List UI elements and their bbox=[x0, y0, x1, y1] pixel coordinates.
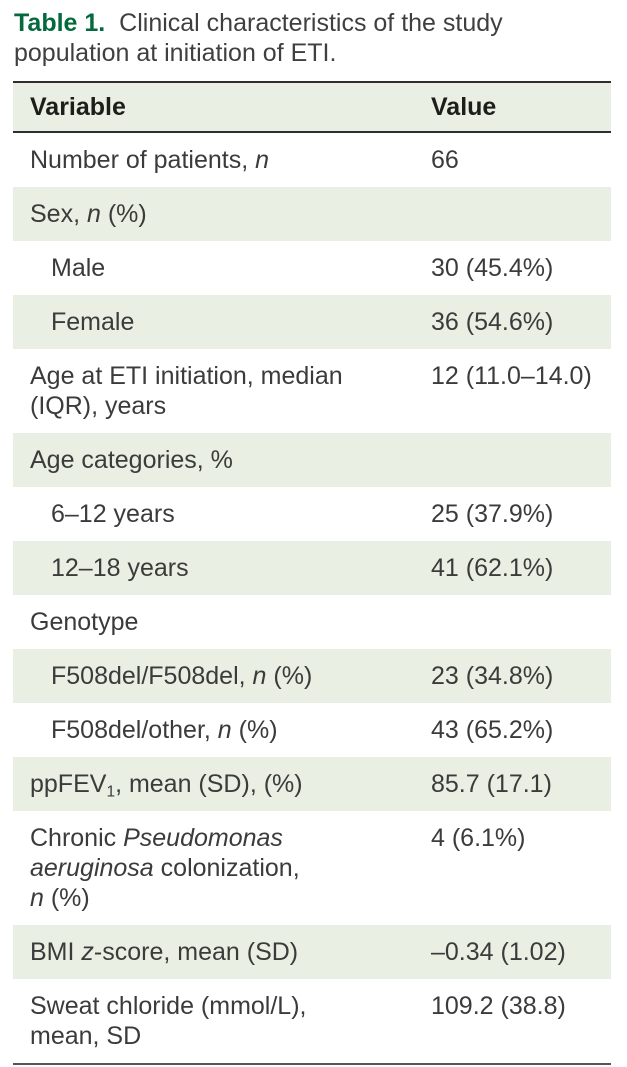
variable-cell: ppFEV1, mean (SD), (%) bbox=[13, 757, 414, 811]
table-row: Number of patients, n 66 bbox=[13, 132, 611, 187]
column-header-value: Value bbox=[414, 81, 611, 133]
variable-text: -score, mean (SD) bbox=[93, 938, 299, 966]
value-cell: 12 (11.0–14.0) bbox=[431, 362, 592, 390]
variable-text: n bbox=[252, 662, 267, 690]
variable-cell: Male bbox=[13, 241, 414, 295]
table-row: BMI z-score, mean (SD) –0.34 (1.02) bbox=[13, 925, 611, 979]
value-cell: 36 (54.6%) bbox=[431, 308, 554, 336]
table-row: Age categories, % bbox=[13, 433, 611, 487]
variable-cell: 6–12 years bbox=[13, 487, 414, 541]
variable-cell: Number of patients, n bbox=[13, 132, 414, 187]
variable-text: , mean (SD), (%) bbox=[115, 770, 303, 798]
variable-text: n bbox=[217, 716, 232, 744]
variable-text: (IQR), years bbox=[30, 392, 167, 420]
value-cell: 4 (6.1%) bbox=[431, 824, 526, 852]
title-spacer bbox=[105, 9, 119, 37]
table-row: 6–12 years 25 (37.9%) bbox=[13, 487, 611, 541]
value-cell: 30 (45.4%) bbox=[431, 254, 554, 282]
variable-text: (%) bbox=[231, 716, 278, 744]
clinical-characteristics-table: Variable Value Number of patients, n 66 Se… bbox=[13, 81, 611, 1065]
value-cell bbox=[414, 187, 611, 241]
variable-text: n bbox=[255, 146, 270, 174]
variable-text: Sex, bbox=[30, 200, 87, 228]
value-cell: 25 (37.9%) bbox=[431, 500, 554, 528]
value-cell: 43 (65.2%) bbox=[431, 716, 554, 744]
variable-cell: Female bbox=[13, 295, 414, 349]
table-title-line1: Clinical characteristics of the study bbox=[119, 9, 503, 37]
table-row: F508del/other, n (%) 43 (65.2%) bbox=[13, 703, 611, 757]
variable-text: 1 bbox=[106, 783, 116, 801]
variable-text: n bbox=[86, 200, 101, 228]
variable-text: 6–12 years bbox=[51, 500, 175, 528]
value-cell: 85.7 (17.1) bbox=[431, 770, 552, 798]
table-number-label: Table 1. bbox=[14, 9, 106, 37]
variable-text: z bbox=[81, 938, 94, 966]
table-title: Table 1. Clinical characteristics of the… bbox=[14, 8, 614, 68]
table-row: Female 36 (54.6%) bbox=[13, 295, 611, 349]
variable-text: Genotype bbox=[30, 608, 139, 636]
value-cell: 109.2 (38.8) bbox=[431, 992, 566, 1020]
table-title-line2: population at initiation of ETI. bbox=[14, 39, 337, 67]
variable-cell: F508del/F508del, n (%) bbox=[13, 649, 414, 703]
variable-text: F508del/other, bbox=[51, 716, 218, 744]
variable-text: ppFEV bbox=[30, 770, 107, 798]
variable-text: Pseudomonas bbox=[123, 824, 283, 852]
variable-text: Sweat chloride (mmol/L), bbox=[30, 992, 307, 1020]
variable-cell: F508del/other, n (%) bbox=[13, 703, 414, 757]
value-cell: 23 (34.8%) bbox=[431, 662, 554, 690]
variable-cell: Age categories, % bbox=[13, 433, 414, 487]
table-body: Number of patients, n 66 Sex, n (%) Male 30 … bbox=[13, 132, 611, 1064]
table-header-row: Variable Value bbox=[13, 81, 611, 133]
variable-text: n bbox=[30, 884, 44, 912]
table-row: Male 30 (45.4%) bbox=[13, 241, 611, 295]
variable-cell: Genotype bbox=[13, 595, 414, 649]
variable-text: Male bbox=[51, 254, 106, 282]
variable-text: mean, SD bbox=[30, 1022, 142, 1050]
table-row: ppFEV1, mean (SD), (%) 85.7 (17.1) bbox=[13, 757, 611, 811]
variable-cell: Chronic Pseudomonas aeruginosa colonizati… bbox=[13, 811, 414, 925]
table-row: 12–18 years 41 (62.1%) bbox=[13, 541, 611, 595]
value-cell bbox=[414, 433, 611, 487]
value-cell: 66 bbox=[431, 146, 459, 174]
table-row: Age at ETI initiation, median (IQR), year… bbox=[13, 349, 611, 433]
value-cell: 41 (62.1%) bbox=[431, 554, 554, 582]
variable-text: Number of patients, bbox=[30, 146, 256, 174]
variable-text: Age categories, % bbox=[30, 446, 233, 474]
table-row: Sex, n (%) bbox=[13, 187, 611, 241]
column-header-variable: Variable bbox=[13, 81, 414, 133]
variable-text: colonization, bbox=[153, 854, 300, 882]
table-row: Sweat chloride (mmol/L), mean, SD 109.2 (3… bbox=[13, 979, 611, 1064]
variable-text: (%) bbox=[100, 200, 147, 228]
value-cell bbox=[414, 595, 611, 649]
variable-text: aeruginosa bbox=[30, 854, 154, 882]
variable-cell: BMI z-score, mean (SD) bbox=[13, 925, 414, 979]
variable-text: (%) bbox=[43, 884, 90, 912]
variable-cell: Sweat chloride (mmol/L), mean, SD bbox=[13, 979, 414, 1064]
variable-text: BMI bbox=[30, 938, 82, 966]
variable-text: Chronic bbox=[30, 824, 124, 852]
variable-text: F508del/F508del, bbox=[51, 662, 253, 690]
variable-text: Female bbox=[51, 308, 135, 336]
variable-text: Age at ETI initiation, median bbox=[30, 362, 343, 390]
variable-text: 12–18 years bbox=[51, 554, 189, 582]
variable-cell: Age at ETI initiation, median (IQR), year… bbox=[13, 349, 414, 433]
table-row: Genotype bbox=[13, 595, 611, 649]
variable-text: (%) bbox=[266, 662, 313, 690]
table-row: Chronic Pseudomonas aeruginosa colonizati… bbox=[13, 811, 611, 925]
table-row: F508del/F508del, n (%) 23 (34.8%) bbox=[13, 649, 611, 703]
variable-cell: 12–18 years bbox=[13, 541, 414, 595]
value-cell: –0.34 (1.02) bbox=[431, 938, 566, 966]
variable-cell: Sex, n (%) bbox=[13, 187, 414, 241]
